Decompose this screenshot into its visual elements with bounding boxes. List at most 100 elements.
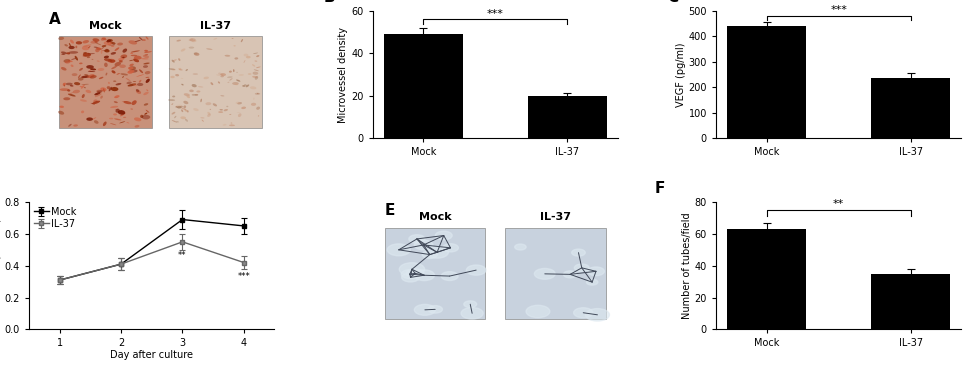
Ellipse shape bbox=[70, 85, 74, 87]
Ellipse shape bbox=[79, 63, 83, 64]
Ellipse shape bbox=[252, 76, 258, 78]
Ellipse shape bbox=[131, 100, 137, 105]
Ellipse shape bbox=[86, 117, 93, 121]
Text: A: A bbox=[49, 12, 60, 27]
Ellipse shape bbox=[193, 108, 199, 111]
Circle shape bbox=[443, 244, 458, 252]
Ellipse shape bbox=[256, 67, 260, 68]
Ellipse shape bbox=[115, 97, 117, 98]
Ellipse shape bbox=[193, 52, 198, 55]
Ellipse shape bbox=[87, 53, 95, 54]
Ellipse shape bbox=[129, 60, 133, 61]
Ellipse shape bbox=[83, 55, 87, 57]
Ellipse shape bbox=[83, 53, 91, 57]
Ellipse shape bbox=[100, 96, 103, 99]
Ellipse shape bbox=[92, 38, 99, 42]
Ellipse shape bbox=[120, 55, 127, 59]
Ellipse shape bbox=[61, 67, 67, 71]
Ellipse shape bbox=[144, 92, 149, 95]
Ellipse shape bbox=[176, 105, 182, 107]
Text: Mock: Mock bbox=[419, 212, 452, 223]
Ellipse shape bbox=[58, 111, 64, 115]
Circle shape bbox=[415, 240, 433, 250]
Ellipse shape bbox=[139, 80, 142, 83]
Ellipse shape bbox=[253, 98, 254, 100]
Ellipse shape bbox=[242, 85, 246, 87]
Ellipse shape bbox=[136, 89, 139, 92]
Ellipse shape bbox=[170, 76, 175, 78]
Ellipse shape bbox=[129, 70, 138, 73]
Ellipse shape bbox=[244, 60, 246, 63]
Ellipse shape bbox=[227, 76, 233, 78]
Ellipse shape bbox=[88, 46, 90, 48]
Ellipse shape bbox=[63, 83, 66, 85]
Ellipse shape bbox=[256, 55, 259, 57]
Ellipse shape bbox=[196, 90, 200, 93]
Ellipse shape bbox=[65, 60, 71, 64]
Ellipse shape bbox=[62, 83, 66, 86]
Ellipse shape bbox=[112, 70, 116, 74]
Ellipse shape bbox=[246, 85, 250, 87]
Ellipse shape bbox=[110, 123, 117, 125]
Ellipse shape bbox=[239, 74, 244, 75]
Ellipse shape bbox=[254, 76, 258, 80]
Circle shape bbox=[426, 246, 449, 258]
Ellipse shape bbox=[76, 41, 83, 45]
Ellipse shape bbox=[94, 42, 101, 45]
Ellipse shape bbox=[184, 109, 187, 111]
Text: **: ** bbox=[179, 251, 186, 260]
Text: F: F bbox=[654, 181, 665, 196]
Ellipse shape bbox=[66, 83, 73, 85]
Ellipse shape bbox=[181, 116, 186, 119]
Ellipse shape bbox=[133, 81, 136, 82]
Ellipse shape bbox=[88, 70, 91, 71]
Ellipse shape bbox=[84, 52, 86, 54]
Ellipse shape bbox=[181, 78, 184, 79]
Ellipse shape bbox=[125, 78, 130, 81]
Ellipse shape bbox=[208, 112, 211, 115]
Ellipse shape bbox=[66, 52, 70, 55]
Ellipse shape bbox=[244, 54, 249, 56]
Ellipse shape bbox=[143, 65, 148, 68]
Ellipse shape bbox=[176, 121, 179, 123]
Ellipse shape bbox=[71, 64, 74, 67]
Ellipse shape bbox=[220, 95, 224, 96]
Ellipse shape bbox=[64, 44, 68, 46]
Ellipse shape bbox=[58, 37, 64, 40]
Ellipse shape bbox=[110, 106, 118, 108]
Ellipse shape bbox=[135, 125, 140, 128]
Ellipse shape bbox=[128, 66, 136, 70]
Ellipse shape bbox=[68, 94, 76, 97]
Ellipse shape bbox=[188, 38, 193, 41]
Circle shape bbox=[586, 309, 610, 321]
Y-axis label: OD values (480nm): OD values (480nm) bbox=[0, 218, 2, 313]
Ellipse shape bbox=[140, 115, 144, 118]
Ellipse shape bbox=[126, 122, 129, 123]
Ellipse shape bbox=[169, 68, 176, 70]
Circle shape bbox=[441, 272, 458, 280]
Circle shape bbox=[587, 267, 604, 276]
Ellipse shape bbox=[122, 57, 124, 58]
Bar bbox=[505, 228, 606, 319]
Ellipse shape bbox=[130, 53, 133, 54]
Ellipse shape bbox=[95, 48, 100, 52]
Ellipse shape bbox=[119, 60, 122, 62]
Ellipse shape bbox=[189, 90, 194, 92]
Ellipse shape bbox=[107, 39, 113, 42]
Ellipse shape bbox=[119, 64, 126, 68]
Ellipse shape bbox=[254, 60, 257, 62]
Ellipse shape bbox=[104, 49, 110, 52]
Ellipse shape bbox=[128, 67, 133, 70]
Ellipse shape bbox=[241, 107, 246, 109]
Ellipse shape bbox=[195, 94, 198, 96]
Ellipse shape bbox=[97, 60, 100, 62]
Circle shape bbox=[464, 301, 477, 307]
Ellipse shape bbox=[90, 103, 95, 105]
Text: ***: *** bbox=[237, 272, 251, 281]
Ellipse shape bbox=[95, 94, 102, 97]
X-axis label: Day after culture: Day after culture bbox=[111, 350, 193, 360]
Ellipse shape bbox=[130, 64, 133, 66]
Ellipse shape bbox=[61, 54, 65, 55]
Ellipse shape bbox=[226, 106, 228, 107]
Circle shape bbox=[409, 235, 425, 243]
